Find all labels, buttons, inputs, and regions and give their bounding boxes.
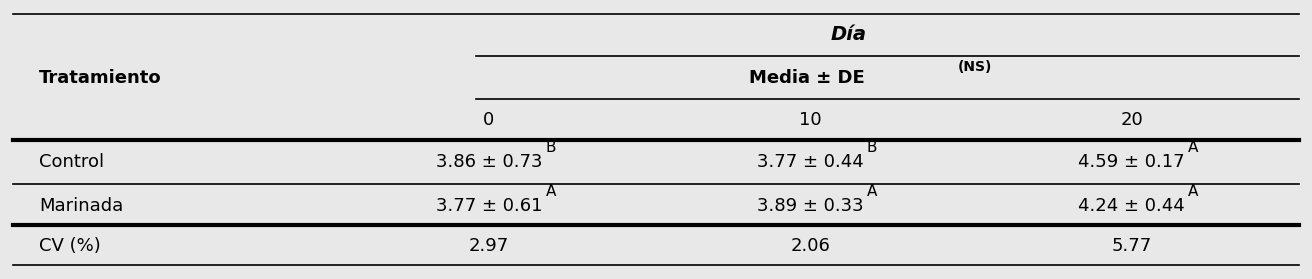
Text: A: A (867, 184, 878, 199)
Text: 10: 10 (799, 111, 821, 129)
Text: 2.97: 2.97 (468, 237, 509, 255)
Text: CV (%): CV (%) (39, 237, 101, 255)
Text: Control: Control (39, 153, 104, 171)
Text: Marinada: Marinada (39, 197, 123, 215)
Text: A: A (1189, 184, 1199, 199)
Text: 20: 20 (1120, 111, 1143, 129)
Text: A: A (546, 184, 556, 199)
Text: 3.77 ± 0.44: 3.77 ± 0.44 (757, 153, 863, 171)
Text: 2.06: 2.06 (790, 237, 830, 255)
Text: 5.77: 5.77 (1111, 237, 1152, 255)
Text: (NS): (NS) (958, 60, 993, 74)
Text: 3.86 ± 0.73: 3.86 ± 0.73 (436, 153, 542, 171)
Text: Tratamiento: Tratamiento (39, 69, 161, 87)
Text: 3.89 ± 0.33: 3.89 ± 0.33 (757, 197, 863, 215)
Text: Media ± DE: Media ± DE (749, 69, 865, 87)
Text: 0: 0 (483, 111, 495, 129)
Text: B: B (867, 140, 878, 155)
Text: 3.77 ± 0.61: 3.77 ± 0.61 (436, 197, 542, 215)
Text: A: A (1189, 140, 1199, 155)
Text: 4.59 ± 0.17: 4.59 ± 0.17 (1078, 153, 1185, 171)
Text: 4.24 ± 0.44: 4.24 ± 0.44 (1078, 197, 1185, 215)
Text: Día: Día (830, 25, 867, 44)
Text: B: B (546, 140, 556, 155)
